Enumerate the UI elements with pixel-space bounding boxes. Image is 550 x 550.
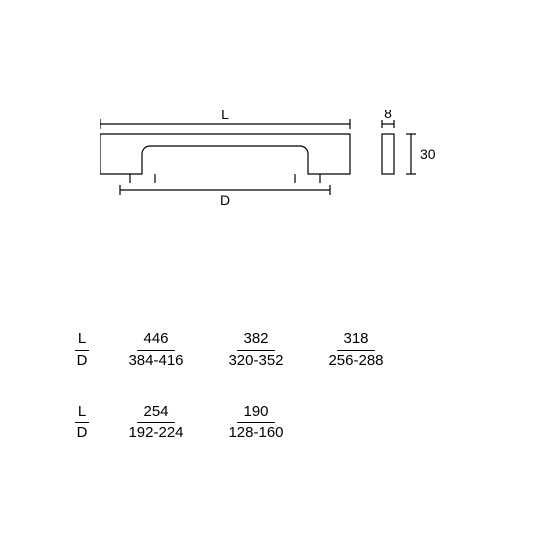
technical-drawing: L D 8 bbox=[100, 110, 460, 230]
label-30: 30 bbox=[420, 146, 436, 162]
drawing-svg: L D 8 bbox=[100, 110, 460, 230]
dimension-table: L D 446 384-416 382 320-352 318 256-288 … bbox=[70, 330, 480, 475]
dim-L: L bbox=[100, 110, 350, 129]
value-cell: 318 256-288 bbox=[318, 330, 394, 371]
dim-D: D bbox=[120, 174, 330, 208]
value-cell: 254 192-224 bbox=[118, 403, 194, 444]
value-cell: 446 384-416 bbox=[118, 330, 194, 371]
table-row: L D 254 192-224 190 128-160 bbox=[70, 403, 480, 444]
label-D: D bbox=[220, 192, 230, 208]
handle-front bbox=[100, 134, 350, 174]
value-cell: 190 128-160 bbox=[218, 403, 294, 444]
ratio-LD: L D bbox=[70, 403, 94, 444]
label-8: 8 bbox=[384, 110, 392, 121]
label-L: L bbox=[221, 110, 229, 122]
table-row: L D 446 384-416 382 320-352 318 256-288 bbox=[70, 330, 480, 371]
handle-side: 8 30 bbox=[382, 110, 436, 174]
value-cell: 382 320-352 bbox=[218, 330, 294, 371]
ratio-LD: L D bbox=[70, 330, 94, 371]
